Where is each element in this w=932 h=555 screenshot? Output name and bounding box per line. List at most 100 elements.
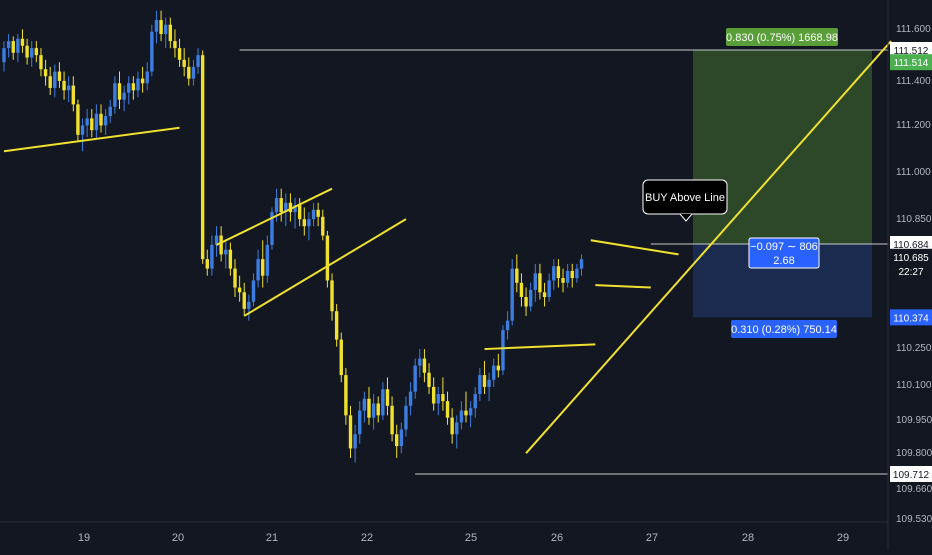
price-tag-label: 111.514 [894,58,929,69]
candle-body [334,311,339,340]
y-tick-label: 111.000 [896,167,931,178]
candle-body [459,410,464,423]
candle-body [200,55,205,260]
candle-body [53,71,57,88]
y-tick-label: 110.100 [896,380,932,391]
candle-body [154,20,159,32]
candle-body [131,83,136,91]
price-tag-box [890,248,932,265]
y-tick-label: 111.200 [896,120,931,131]
candle-body [297,205,302,220]
candle-body [413,365,417,392]
candle-body [108,106,112,117]
y-tick-label: 109.660 [896,484,932,495]
candle-body [80,125,85,135]
candle-body [99,113,103,126]
candle-body [533,273,537,290]
candle-body [348,415,353,449]
loss-label: 0.310 (0.28%) 750.14 [731,324,837,336]
candle-body [431,386,436,404]
candle-body [11,41,15,53]
x-tick-label: 28 [742,532,754,544]
price-tag-label: 22:27 [898,267,923,278]
candle-body [404,405,408,430]
candle-body [311,209,316,220]
candle-body [445,401,450,418]
candle-body [30,48,34,58]
candle-body [256,259,260,281]
level-tag-label: 110.684 [893,240,929,251]
candle-body [339,339,343,376]
trendline [595,284,651,289]
candle-body [76,104,80,135]
candle-body [464,410,468,416]
candle-body [90,118,94,131]
trendline [243,218,407,317]
candle-body [436,394,440,404]
candle-body [542,292,547,298]
candle-body [450,417,454,435]
level-tag-label: 111.512 [894,46,929,57]
candle-body [376,403,380,416]
price-tag-box [890,262,932,279]
candle-body [422,358,427,373]
candle-body [103,116,108,126]
candle-body [487,379,491,387]
candle-body [279,198,283,213]
candle-body [164,24,168,35]
candle-body [538,273,542,293]
price-tag-box [890,309,932,326]
candle-body [482,375,487,387]
candle-body [395,434,399,447]
candle-body [288,202,293,213]
candle-body [321,216,325,236]
candle-body [358,410,362,435]
risk-reward-box [748,237,820,269]
candle-body [210,244,214,269]
candle-body [362,398,367,411]
candle-body [122,92,126,100]
candle-body [565,270,570,283]
x-tick-label: 26 [551,532,563,544]
trendline [590,239,679,256]
candle-body [556,266,561,279]
callout-text: BUY Above Line [645,192,725,204]
candle-body [473,394,477,409]
candle-body [579,259,584,269]
candle-body [228,249,233,269]
candle-body [191,66,196,79]
candle-body [136,78,140,91]
risk-reward-line-2: 2.68 [773,255,794,267]
candle-body [237,287,242,293]
candle-body [117,83,122,100]
x-tick-label: 19 [78,532,90,544]
candle-body [385,389,390,406]
candle-body [182,59,186,67]
y-tick-label: 109.800 [896,448,932,459]
candle-body [34,48,39,56]
candle-body [196,55,200,67]
candle-body [39,55,43,70]
candle-body [57,71,62,81]
y-tick-label: 111.400 [896,76,931,87]
candle-body [140,78,145,84]
candle-body [367,398,371,418]
x-tick-label: 27 [646,532,658,544]
candle-body [247,301,251,309]
profit-label: 0.830 (0.75%) 1668.98 [726,32,838,44]
candle-body [6,41,11,49]
candle-body [293,205,297,213]
candle-body [552,266,556,281]
level-tag-label: 109.712 [893,470,930,481]
candle-body [399,429,404,447]
candle-body [427,372,431,387]
candle-body [468,408,473,416]
candle-body [214,235,219,245]
candle-body [242,292,246,309]
candle-body [94,113,99,131]
candle-body [224,249,228,255]
candle-body [528,289,533,307]
candle-body [510,268,514,321]
